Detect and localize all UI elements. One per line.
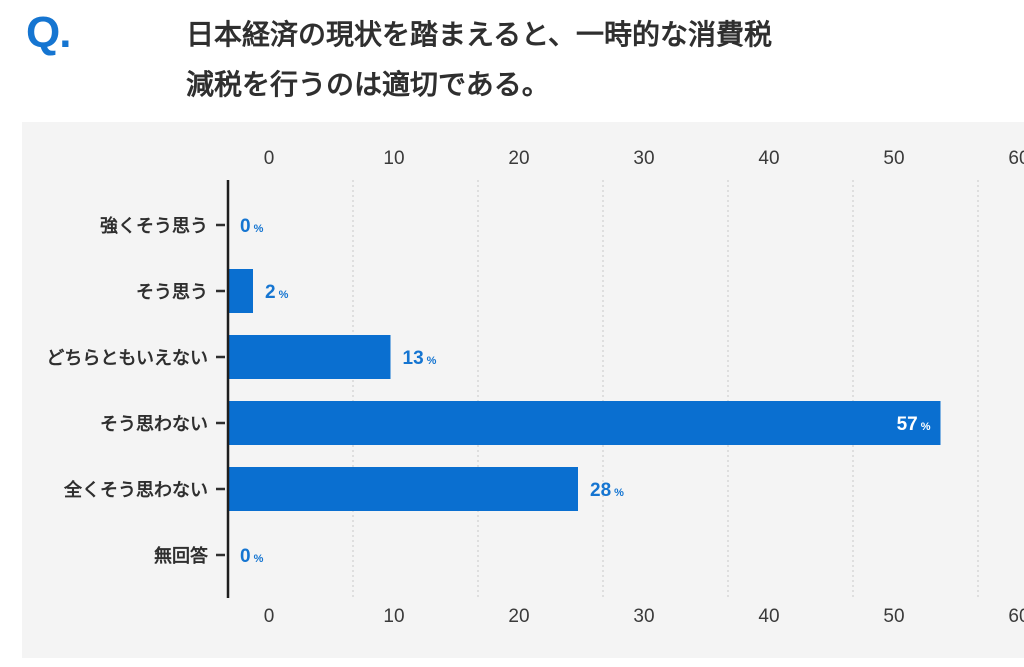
bar-4: [228, 467, 578, 511]
value-number: 57: [897, 414, 918, 435]
x-tick-label-bottom: 10: [383, 606, 404, 627]
question-line-1: 日本経済の現状を踏まえると、一時的な消費税: [186, 18, 773, 51]
x-tick-label-top: 60: [1008, 148, 1024, 169]
value-label: 57%: [897, 414, 931, 435]
value-number: 28: [590, 480, 611, 501]
bar-chart: 00101020203030404050506060強くそう思う0%そう思う2%…: [46, 148, 1024, 627]
value-unit: %: [921, 421, 931, 433]
value-label: 2%: [265, 282, 289, 303]
category-label: 全くそう思わない: [63, 479, 208, 501]
value-number: 0: [240, 546, 251, 567]
x-tick-label-top: 20: [508, 148, 529, 169]
chart-panel: 00101020203030404050506060強くそう思う0%そう思う2%…: [22, 122, 1024, 658]
value-number: 13: [403, 348, 424, 369]
value-label: 13%: [403, 348, 437, 369]
question-line-2: 減税を行うのは適切である。: [186, 68, 550, 101]
value-unit: %: [279, 289, 289, 301]
x-tick-label-top: 40: [758, 148, 779, 169]
value-number: 2: [265, 282, 276, 303]
x-tick-label-bottom: 40: [758, 606, 779, 627]
value-label: 0%: [240, 546, 264, 567]
x-tick-label-bottom: 0: [264, 606, 275, 627]
bar-1: [228, 269, 253, 313]
category-label: 無回答: [154, 545, 209, 567]
question-mark-label: Q.: [26, 8, 71, 57]
bar-3: [228, 401, 941, 445]
value-unit: %: [254, 553, 264, 565]
category-label: どちらともいえない: [46, 348, 208, 369]
bar-2: [228, 335, 391, 379]
value-unit: %: [254, 223, 264, 235]
x-tick-label-bottom: 50: [883, 606, 904, 627]
value-label: 0%: [240, 216, 264, 237]
category-label: そう思う: [136, 282, 208, 303]
value-unit: %: [614, 487, 624, 499]
question-text: 日本経済の現状を踏まえると、一時的な消費税 減税を行うのは適切である。: [186, 10, 946, 110]
category-label: 強くそう思う: [100, 215, 208, 237]
x-tick-label-bottom: 60: [1008, 606, 1024, 627]
x-tick-label-bottom: 30: [633, 606, 654, 627]
x-tick-label-bottom: 20: [508, 606, 529, 627]
category-label: そう思わない: [100, 414, 208, 435]
value-number: 0: [240, 216, 251, 237]
value-unit: %: [427, 355, 437, 367]
x-tick-label-top: 30: [633, 148, 654, 169]
x-tick-label-top: 50: [883, 148, 904, 169]
value-label: 28%: [590, 480, 624, 501]
x-tick-label-top: 10: [383, 148, 404, 169]
x-tick-label-top: 0: [264, 148, 275, 169]
